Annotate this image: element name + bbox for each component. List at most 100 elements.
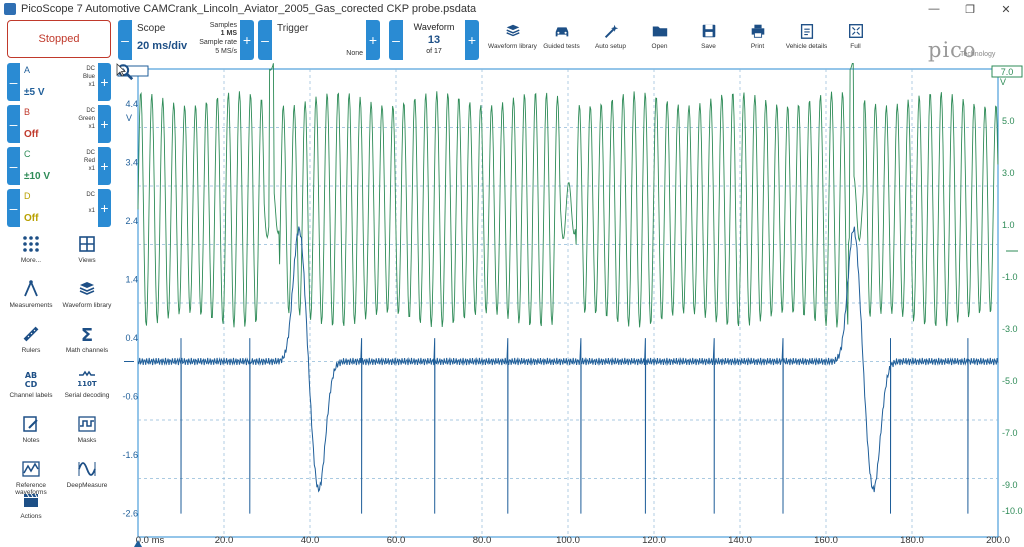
reference-waveforms-tool-button[interactable]: Reference waveforms: [2, 457, 60, 502]
scope-label: Scope: [137, 23, 166, 34]
minimize-button[interactable]: —: [928, 3, 940, 15]
samples-value: 1 MS: [220, 30, 237, 37]
channel-c-meta: DC Red x1: [83, 150, 95, 172]
x-axis-tick-label: 120.0: [642, 535, 666, 546]
x-axis-tick-label: 80.0: [473, 535, 492, 546]
channel-c-decrease-button[interactable]: –: [9, 158, 18, 174]
sigma-icon: Σ: [81, 325, 93, 344]
waveform-previous-button[interactable]: –: [392, 32, 400, 48]
trigger-display[interactable]: Trigger None: [272, 20, 366, 60]
channel-a-decrease-button[interactable]: –: [9, 74, 18, 90]
channel-c-display[interactable]: C ±10 V DC Red x1: [20, 147, 98, 185]
trigger-decrease-button[interactable]: –: [261, 32, 269, 48]
channel-a-letter: A: [24, 65, 31, 75]
waveform-control: – Waveform 13 of 17 +: [389, 20, 479, 60]
serial-bits-icon: 110T: [77, 370, 97, 388]
samples-label: Samples: [209, 22, 237, 29]
right-axis-tick-label: -3.0: [1002, 324, 1018, 334]
app-icon: [4, 3, 16, 15]
timebase-increase-button[interactable]: +: [242, 32, 252, 48]
waveform-library-tool-button[interactable]: Waveform library: [58, 277, 116, 322]
compass-icon: [24, 280, 38, 297]
waveform-display[interactable]: Waveform 13 of 17: [403, 20, 465, 60]
right-axis-tick-label: -5.0: [1002, 376, 1018, 386]
sine-wave-icon: [78, 462, 96, 476]
channel-a-meta: DC Blue x1: [82, 66, 95, 88]
channel-c-increase-button[interactable]: +: [100, 158, 109, 174]
right-axis-unit: V: [1000, 77, 1006, 87]
window-controls: — ❐ ✕: [916, 0, 1024, 18]
serial-decoding-tool-button[interactable]: 110T Serial decoding: [58, 367, 116, 412]
left-axis-tick-label: 2.4: [125, 216, 138, 226]
sample-rate-value: 5 MS/s: [215, 48, 237, 55]
svg-text:Σ: Σ: [81, 325, 93, 344]
note-pencil-icon: [23, 416, 38, 432]
oscilloscope-plot[interactable]: V5.04.43.42.41.40.4-0.6-1.6-2.6V5.03.01.…: [116, 63, 1024, 547]
channel-a-display[interactable]: A ±5 V DC Blue x1: [20, 63, 98, 101]
vehicle-details-button[interactable]: Vehicle details: [782, 20, 831, 60]
folder-icon: [652, 26, 667, 37]
left-axis-tick-label: 1.4: [125, 275, 138, 285]
maximize-button[interactable]: ❐: [965, 3, 975, 16]
guided-tests-button[interactable]: Guided tests: [537, 20, 586, 60]
views-tool-button[interactable]: Views: [58, 232, 116, 277]
channel-b-display[interactable]: B Off DC Green x1: [20, 105, 98, 143]
right-axis-top-marker: [991, 65, 1023, 78]
scope-view[interactable]: V5.04.43.42.41.40.4-0.6-1.6-2.6V5.03.01.…: [116, 63, 1024, 547]
timebase-display[interactable]: Scope 20 ms/div Samples 1 MS Sample rate…: [132, 20, 240, 60]
rulers-tool-button[interactable]: Rulers: [2, 322, 60, 367]
trigger-increase-button[interactable]: +: [368, 32, 378, 48]
toolbar: Stopped – Scope 20 ms/div Samples 1 MS S…: [0, 18, 1024, 62]
stack-icon: [505, 24, 520, 37]
print-button[interactable]: Print: [733, 20, 782, 60]
left-axis-unit: V: [126, 113, 132, 123]
reference-wave-icon: [22, 461, 40, 477]
channel-d-decrease-button[interactable]: –: [9, 200, 18, 216]
trigger-label: Trigger: [277, 23, 309, 34]
left-axis-tick-label: -1.6: [122, 450, 138, 460]
car-icon: [555, 27, 568, 37]
channel-b-decrease-button[interactable]: –: [9, 116, 18, 132]
measurements-tool-button[interactable]: Measurements: [2, 277, 60, 322]
x-axis-tick-label: 0.0 ms: [136, 535, 165, 546]
channel-b-increase-button[interactable]: +: [100, 116, 109, 132]
svg-text:CD: CD: [25, 380, 38, 389]
masks-tool-button[interactable]: Masks: [58, 412, 116, 457]
toolbar-buttons: Waveform library Guided tests Auto setup…: [488, 20, 880, 60]
run-stop-button[interactable]: Stopped: [7, 20, 111, 58]
channel-d-letter: D: [24, 191, 31, 201]
right-axis-tick-label: -1.0: [1002, 272, 1018, 282]
x-axis-tick-label: 20.0: [215, 535, 234, 546]
x-axis-tick-label: 200.0: [986, 535, 1010, 546]
auto-setup-button[interactable]: Auto setup: [586, 20, 635, 60]
more-tool-button[interactable]: More...: [2, 232, 60, 277]
deepmeasure-tool-button[interactable]: DeepMeasure: [58, 457, 116, 502]
right-axis-tick-label: -9.0: [1002, 480, 1018, 490]
open-button[interactable]: Open: [635, 20, 684, 60]
timebase-decrease-button[interactable]: –: [121, 32, 129, 48]
clapperboard-icon: [24, 493, 38, 507]
x-axis-tick-label: 140.0: [728, 535, 752, 546]
trigger-mode: None: [346, 50, 363, 57]
actions-tool-button[interactable]: Actions: [2, 488, 60, 533]
close-button[interactable]: ✕: [1001, 3, 1011, 16]
channel-c-range: ±10 V: [24, 171, 51, 182]
stack-icon: [79, 282, 95, 295]
channel-d-increase-button[interactable]: +: [100, 200, 109, 216]
waveform-total: of 17: [426, 48, 442, 55]
left-axis-tick-label: -2.6: [122, 509, 138, 519]
channel-labels-tool-button[interactable]: AB CD Channel labels: [9, 371, 53, 399]
channel-d-control: – D Off DC x1 +: [7, 189, 111, 227]
notes-tool-button[interactable]: Notes: [2, 412, 60, 457]
save-button[interactable]: Save: [684, 20, 733, 60]
channel-d-meta: DC x1: [86, 192, 95, 214]
pico-logo-subtitle: Technology: [960, 51, 996, 58]
channel-a-increase-button[interactable]: +: [100, 74, 109, 90]
channel-d-display[interactable]: D Off DC x1: [20, 189, 98, 227]
full-screen-button[interactable]: Full: [831, 20, 880, 60]
math-channels-tool-button[interactable]: Σ Math channels: [65, 325, 109, 354]
waveform-next-button[interactable]: +: [467, 32, 477, 48]
views-grid-icon: [79, 236, 95, 252]
waveform-library-button[interactable]: Waveform library: [488, 20, 537, 60]
